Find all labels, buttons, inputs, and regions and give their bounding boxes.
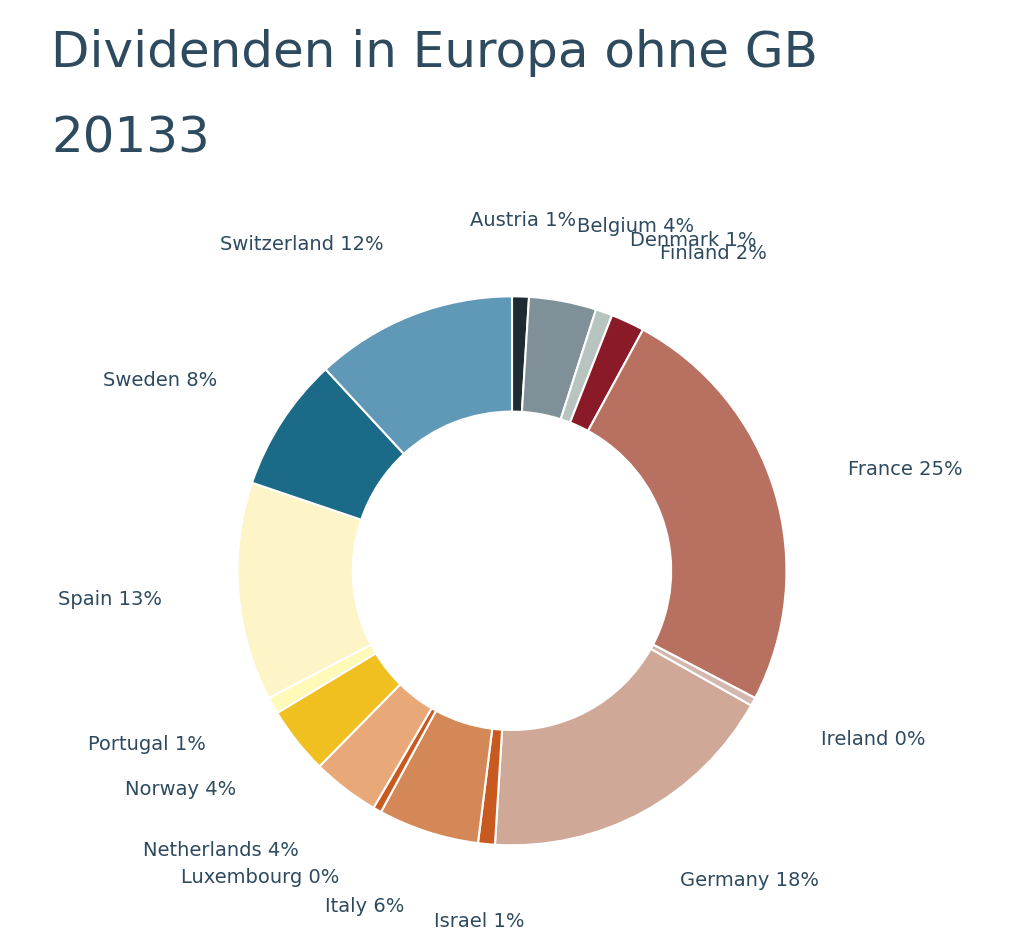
Text: Germany 18%: Germany 18% bbox=[680, 870, 819, 889]
Wedge shape bbox=[522, 298, 596, 420]
Wedge shape bbox=[381, 711, 493, 843]
Text: 20133: 20133 bbox=[51, 114, 210, 162]
Text: Spain 13%: Spain 13% bbox=[57, 589, 162, 608]
Text: Sweden 8%: Sweden 8% bbox=[103, 370, 217, 389]
Text: Luxembourg 0%: Luxembourg 0% bbox=[181, 867, 340, 886]
Text: France 25%: France 25% bbox=[848, 460, 963, 479]
Text: Austria 1%: Austria 1% bbox=[470, 211, 575, 230]
Wedge shape bbox=[326, 297, 512, 454]
Wedge shape bbox=[512, 297, 529, 412]
Text: Netherlands 4%: Netherlands 4% bbox=[142, 841, 298, 860]
Text: Italy 6%: Italy 6% bbox=[325, 896, 404, 915]
Text: Switzerland 12%: Switzerland 12% bbox=[220, 235, 384, 254]
Text: Belgium 4%: Belgium 4% bbox=[578, 217, 694, 236]
Text: Finland 2%: Finland 2% bbox=[660, 244, 767, 263]
Wedge shape bbox=[478, 729, 502, 844]
Wedge shape bbox=[495, 649, 751, 845]
Wedge shape bbox=[374, 708, 436, 812]
Text: Ireland 0%: Ireland 0% bbox=[820, 729, 926, 748]
Text: Dividenden in Europa ohne GB: Dividenden in Europa ohne GB bbox=[51, 29, 818, 76]
Wedge shape bbox=[252, 370, 403, 520]
Wedge shape bbox=[238, 484, 371, 699]
Wedge shape bbox=[561, 310, 612, 423]
Text: Denmark 1%: Denmark 1% bbox=[630, 231, 757, 250]
Wedge shape bbox=[319, 684, 432, 808]
Wedge shape bbox=[570, 316, 643, 431]
Text: Israel 1%: Israel 1% bbox=[434, 911, 524, 930]
Text: Norway 4%: Norway 4% bbox=[125, 780, 237, 799]
Text: Portugal 1%: Portugal 1% bbox=[88, 734, 206, 753]
Wedge shape bbox=[650, 645, 755, 705]
Wedge shape bbox=[269, 645, 376, 713]
Wedge shape bbox=[588, 330, 786, 699]
Wedge shape bbox=[278, 654, 400, 766]
